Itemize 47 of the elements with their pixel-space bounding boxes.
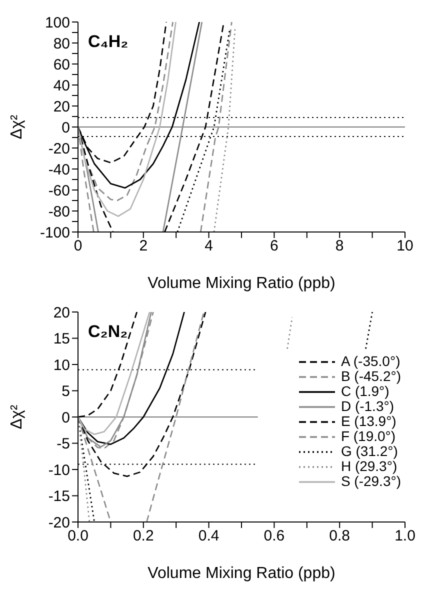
y-tick-label: -40 bbox=[48, 161, 70, 178]
x-tick-label: 1.0 bbox=[394, 528, 416, 545]
legend-label: G (31.2°) bbox=[340, 443, 398, 459]
legend-label: S (-29.3°) bbox=[340, 473, 401, 489]
x-tick-label: 4 bbox=[204, 238, 213, 255]
x-tick-label: 2 bbox=[139, 238, 148, 255]
y-axis-title: Δχ² bbox=[8, 114, 26, 140]
x-tick-label: 0.4 bbox=[198, 528, 220, 545]
x-tick-label: 10 bbox=[396, 238, 414, 255]
y-tick-label: -80 bbox=[48, 203, 70, 220]
annotation: C₂N₂ bbox=[88, 322, 128, 342]
annotation: C₄H₂ bbox=[88, 32, 128, 52]
legend-label: B (-45.2°) bbox=[340, 368, 401, 384]
x-axis-title: Volume Mixing Ratio (ppb) bbox=[148, 565, 336, 582]
x-tick-label: 6 bbox=[270, 238, 278, 255]
y-tick-label: 5 bbox=[62, 383, 70, 400]
y-tick-label: 40 bbox=[53, 77, 70, 94]
y-tick-label: 60 bbox=[53, 56, 70, 74]
x-tick-label: 8 bbox=[335, 238, 344, 255]
y-tick-label: 15 bbox=[53, 330, 70, 348]
x-tick-label: 0.6 bbox=[264, 528, 285, 545]
y-tick-label: 0 bbox=[62, 409, 70, 426]
legend-label: A (-35.0°) bbox=[340, 353, 400, 369]
x-tick-label: 0.0 bbox=[68, 528, 88, 545]
legend-label: C (1.9°) bbox=[340, 383, 390, 399]
y-tick-label: -5 bbox=[56, 436, 70, 453]
x-tick-label: 0.8 bbox=[329, 528, 350, 545]
y-tick-label: -60 bbox=[48, 182, 70, 200]
x-tick-label: 0 bbox=[74, 238, 82, 255]
legend-label: E (13.9°) bbox=[340, 413, 396, 429]
y-tick-label: -15 bbox=[48, 488, 70, 506]
y-tick-label: 80 bbox=[53, 35, 70, 52]
y-axis-title: Δχ² bbox=[8, 404, 26, 430]
y-tick-label: 100 bbox=[44, 14, 70, 32]
y-tick-label: -100 bbox=[40, 224, 70, 242]
y-tick-label: 20 bbox=[53, 304, 70, 322]
legend-label: H (29.3°) bbox=[340, 458, 398, 474]
y-tick-label: 10 bbox=[53, 356, 70, 374]
y-tick-label: 20 bbox=[53, 98, 70, 116]
x-tick-label: 0.2 bbox=[132, 528, 154, 545]
legend-label: D (-1.3°) bbox=[340, 398, 394, 414]
y-tick-label: -20 bbox=[48, 140, 70, 158]
y-tick-label: -10 bbox=[48, 462, 70, 479]
y-tick-label: -20 bbox=[48, 514, 70, 532]
x-axis-title: Volume Mixing Ratio (ppb) bbox=[148, 275, 336, 292]
y-tick-label: 0 bbox=[62, 119, 70, 136]
legend-label: F (19.0°) bbox=[340, 428, 396, 444]
